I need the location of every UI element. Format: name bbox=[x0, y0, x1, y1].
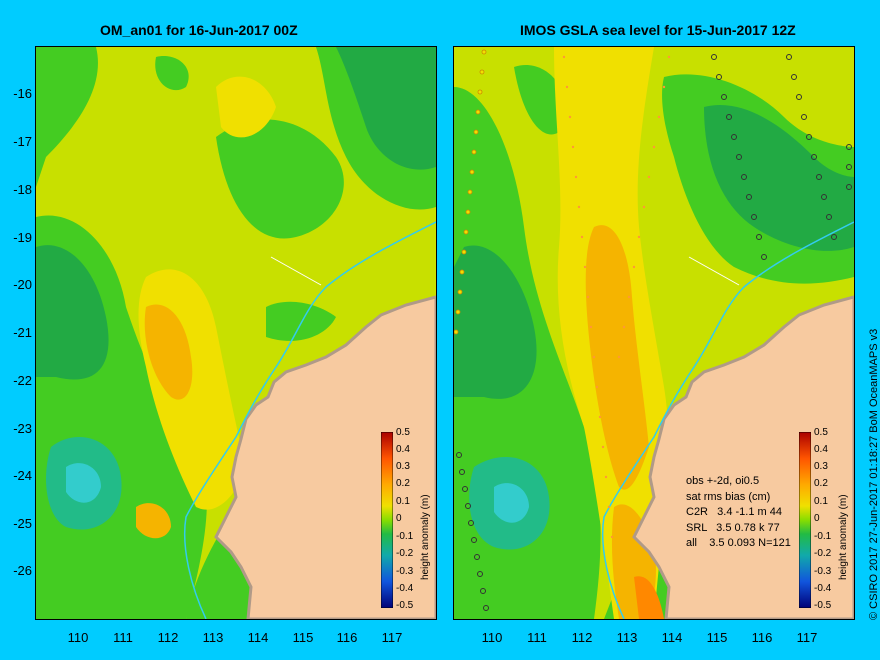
left-map-panel[interactable] bbox=[35, 46, 437, 620]
colorbar-tick-label: 0.5 bbox=[396, 427, 410, 438]
transect-line bbox=[688, 256, 740, 286]
y-tick-label: -18 bbox=[13, 182, 32, 197]
anomaly-green-region bbox=[216, 119, 344, 239]
transect-line bbox=[270, 256, 322, 286]
x-tick-label: 113 bbox=[202, 630, 224, 645]
colorbar-tick-label: -0.4 bbox=[396, 583, 414, 594]
anomaly-green-region bbox=[36, 47, 98, 187]
left-map-canvas bbox=[36, 47, 436, 619]
left-map-title: OM_an01 for 16-Jun-2017 00Z bbox=[100, 22, 298, 38]
copyright-credit: © CSIRO 2017 27-Jun-2017 01:18:27 BoM Oc… bbox=[868, 328, 880, 620]
x-tick-label: 111 bbox=[113, 630, 133, 645]
colorbar-tick-label: -0.1 bbox=[814, 531, 832, 542]
colorbar-tick-label: 0.1 bbox=[814, 496, 828, 507]
anomaly-deep-orange-region bbox=[634, 576, 664, 619]
stats-line: SRL 3.5 0.78 k 77 bbox=[686, 521, 780, 534]
stats-line: C2R 3.4 -1.1 m 44 bbox=[686, 506, 782, 518]
y-tick-label: -22 bbox=[13, 373, 32, 388]
anomaly-dark-green-region bbox=[36, 245, 109, 380]
x-tick-label: 114 bbox=[661, 630, 683, 645]
anomaly-orange-region bbox=[585, 225, 649, 490]
observation-track-markers bbox=[456, 54, 852, 611]
colorbar-tick-label: 0.1 bbox=[396, 496, 410, 507]
y-tick-label: -25 bbox=[13, 516, 32, 531]
x-tick-label: 117 bbox=[796, 630, 818, 645]
right-colorbar bbox=[799, 432, 811, 608]
isobath-line bbox=[183, 221, 436, 619]
x-tick-label: 116 bbox=[336, 630, 358, 645]
x-tick-label: 113 bbox=[616, 630, 638, 645]
colorbar-tick-label: -0.4 bbox=[814, 583, 832, 594]
right-map-canvas bbox=[454, 47, 854, 619]
anomaly-dark-green-region bbox=[336, 47, 436, 170]
anomaly-cyan-region bbox=[66, 463, 101, 503]
stats-line: sat rms bias (cm) bbox=[686, 490, 771, 503]
x-tick-label: 116 bbox=[751, 630, 773, 645]
right-map-title: IMOS GSLA sea level for 15-Jun-2017 12Z bbox=[520, 22, 796, 38]
colorbar-tick-label: -0.3 bbox=[814, 566, 832, 577]
colorbar-tick-label: 0.5 bbox=[814, 427, 828, 438]
colorbar-tick-label: 0.3 bbox=[396, 461, 410, 472]
colorbar-tick-label: 0 bbox=[396, 513, 402, 524]
y-tick-label: -17 bbox=[13, 134, 32, 149]
anomaly-dark-green-region bbox=[704, 105, 854, 251]
x-tick-label: 115 bbox=[292, 630, 314, 645]
y-tick-label: -21 bbox=[13, 325, 32, 340]
colorbar-tick-label: -0.2 bbox=[814, 548, 832, 559]
x-tick-label: 112 bbox=[157, 630, 179, 645]
y-tick-label: -23 bbox=[13, 421, 32, 436]
anomaly-orange-region bbox=[144, 304, 193, 400]
x-tick-label: 114 bbox=[247, 630, 269, 645]
anomaly-green-region bbox=[514, 65, 566, 135]
anomaly-green-region bbox=[266, 301, 336, 341]
y-tick-label: -19 bbox=[13, 230, 32, 245]
y-tick-label: -16 bbox=[13, 86, 32, 101]
y-tick-label: -24 bbox=[13, 468, 32, 483]
colorbar-tick-label: 0.4 bbox=[814, 444, 828, 455]
anomaly-green-region bbox=[155, 56, 189, 91]
observation-track-markers bbox=[454, 49, 487, 335]
observation-stats: obs +-2d, oi0.5 sat rms bias (cm) C2R 3.4 … bbox=[686, 474, 791, 552]
right-map-panel[interactable] bbox=[453, 46, 855, 620]
x-tick-label: 115 bbox=[706, 630, 728, 645]
colorbar-tick-label: -0.1 bbox=[396, 531, 414, 542]
colorbar-tick-label: -0.5 bbox=[814, 600, 832, 611]
y-tick-label: -20 bbox=[13, 277, 32, 292]
colorbar-title: height anomaly (m) bbox=[838, 494, 849, 580]
colorbar-tick-label: 0.2 bbox=[396, 478, 410, 489]
anomaly-cyan-region bbox=[494, 483, 529, 523]
stats-line: all 3.5 0.093 N=121 bbox=[686, 537, 791, 549]
x-tick-label: 110 bbox=[67, 630, 89, 645]
colorbar-tick-label: 0 bbox=[814, 513, 820, 524]
isobath-line bbox=[601, 221, 854, 619]
colorbar-tick-label: -0.5 bbox=[396, 600, 414, 611]
colorbar-tick-label: 0.4 bbox=[396, 444, 410, 455]
x-tick-label: 110 bbox=[481, 630, 503, 645]
anomaly-orange-region bbox=[136, 503, 171, 539]
colorbar-tick-label: 0.3 bbox=[814, 461, 828, 472]
colorbar-tick-label: -0.3 bbox=[396, 566, 414, 577]
x-tick-label: 117 bbox=[381, 630, 403, 645]
left-colorbar bbox=[381, 432, 393, 608]
x-tick-label: 111 bbox=[527, 630, 547, 645]
stats-line: obs +-2d, oi0.5 bbox=[686, 475, 760, 487]
y-tick-label: -26 bbox=[13, 563, 32, 578]
anomaly-dark-green-region bbox=[454, 245, 537, 399]
x-tick-label: 112 bbox=[571, 630, 593, 645]
colorbar-tick-label: -0.2 bbox=[396, 548, 414, 559]
colorbar-tick-label: 0.2 bbox=[814, 478, 828, 489]
anomaly-yellow-region bbox=[216, 76, 276, 138]
colorbar-title: height anomaly (m) bbox=[420, 494, 431, 580]
observation-track-markers bbox=[562, 55, 671, 539]
